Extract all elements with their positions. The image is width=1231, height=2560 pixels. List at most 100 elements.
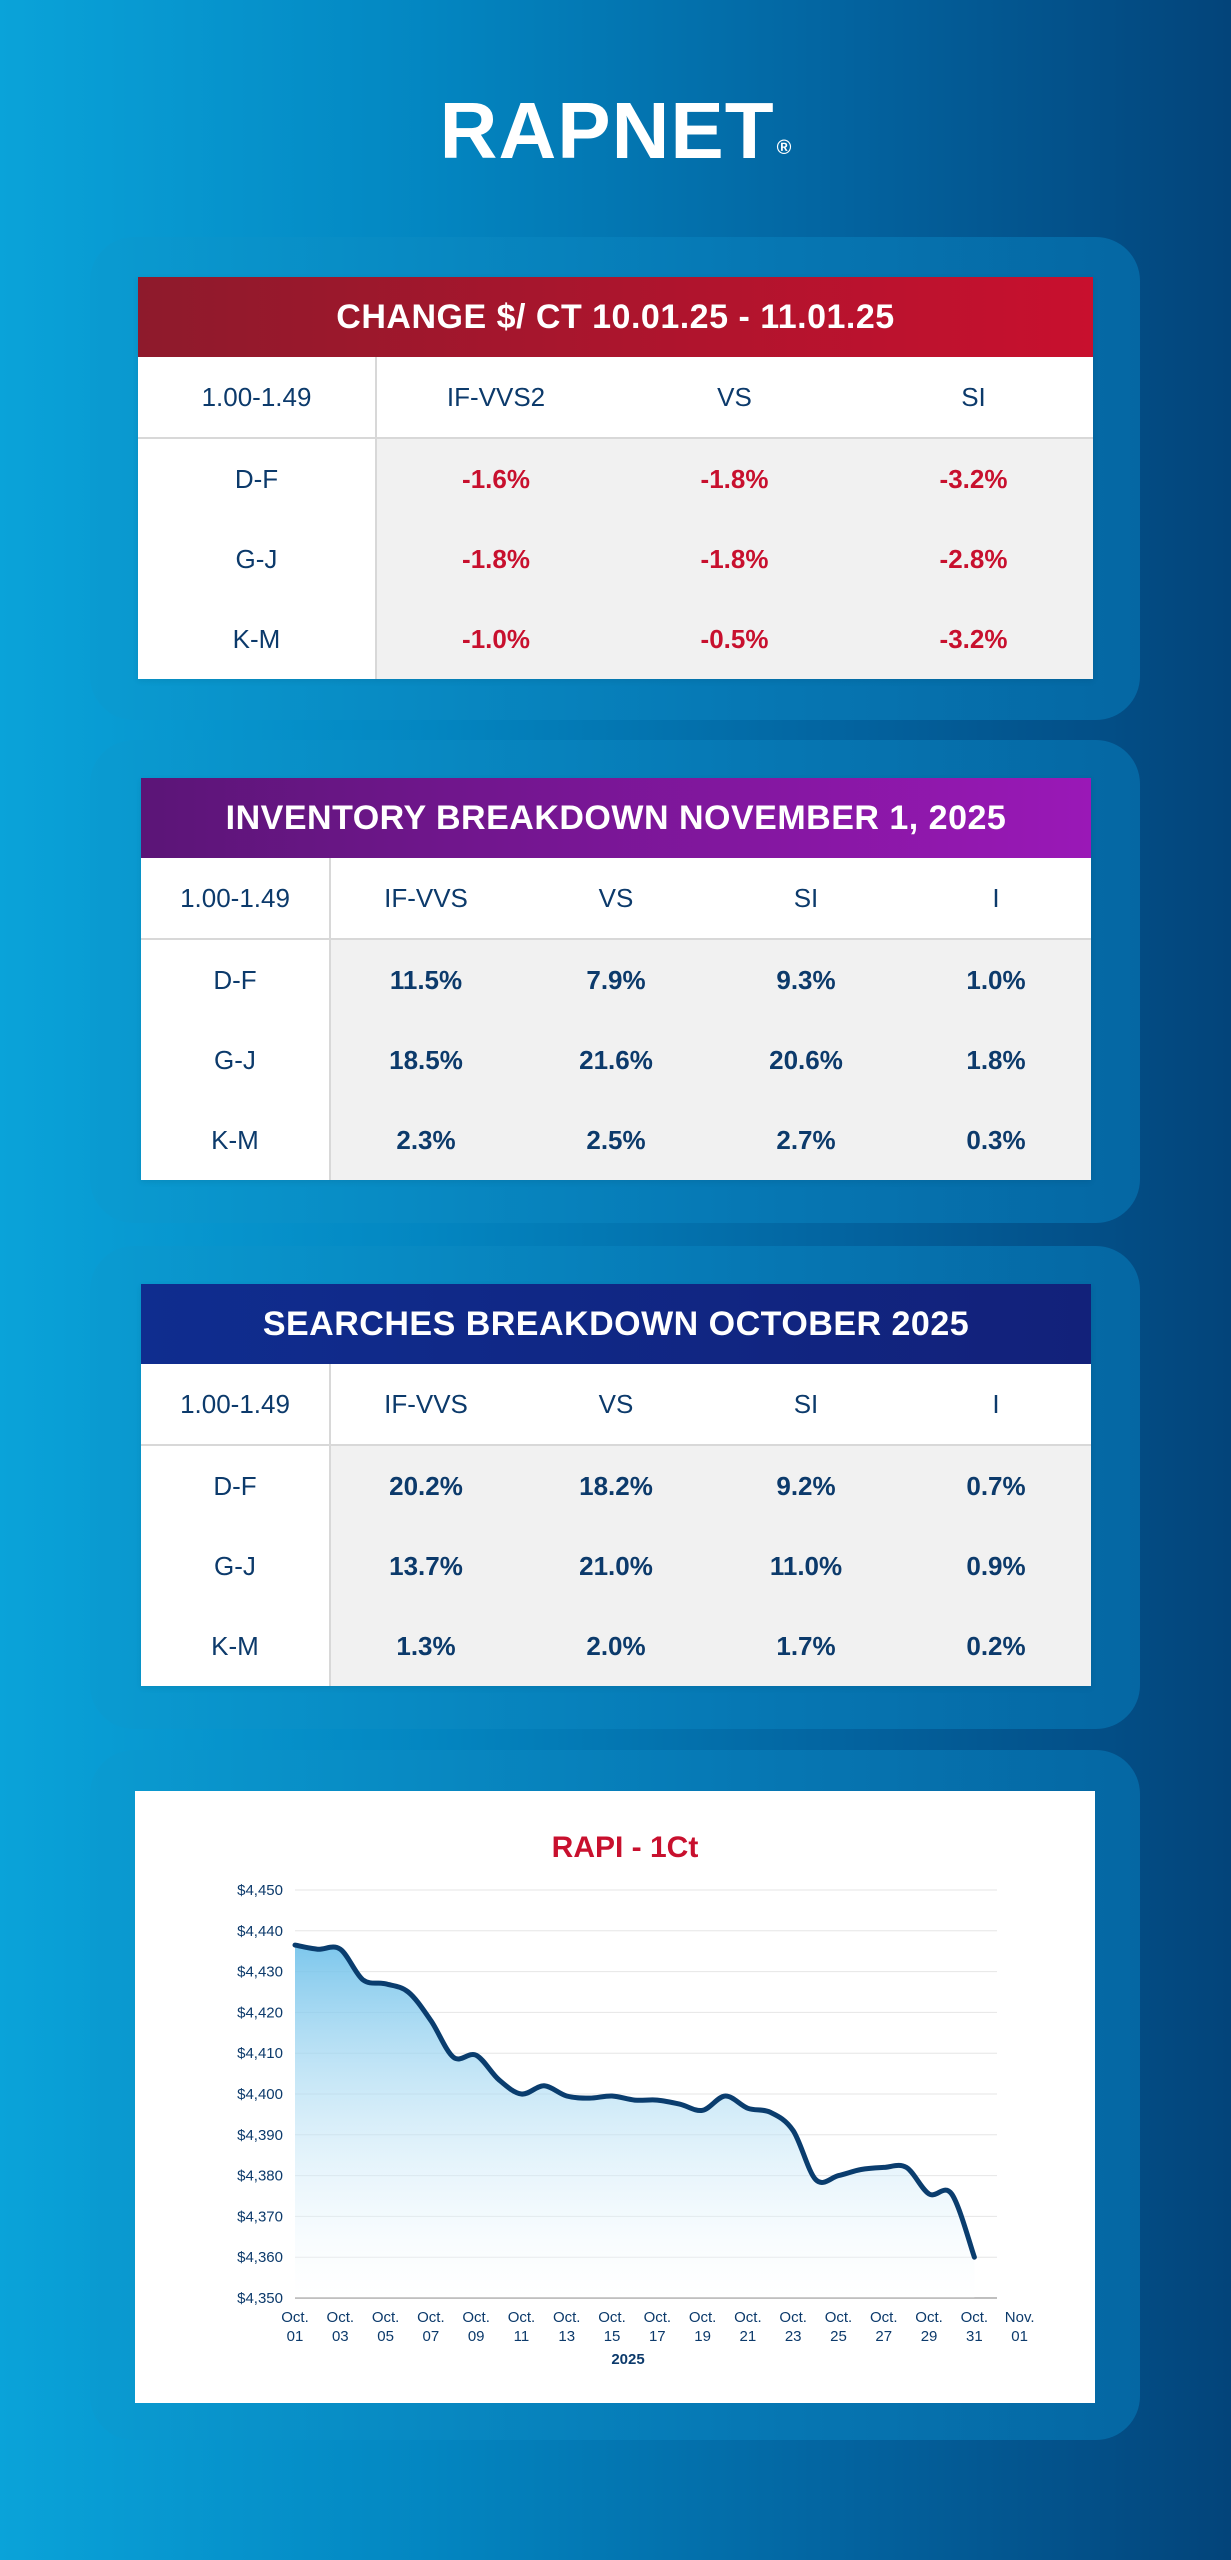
y-tick-label: $4,400 (237, 2086, 283, 2103)
svg-text:19: 19 (694, 2328, 711, 2345)
x-tick-label: Oct. 01 (281, 2309, 309, 2345)
table-cell: -1.8% (615, 439, 854, 519)
table-cell: 1.0% (901, 940, 1091, 1020)
change-table: CHANGE $/ CT 10.01.25 - 11.01.25 1.00-1.… (138, 277, 1093, 679)
svg-text:Oct.: Oct. (644, 2309, 672, 2326)
table-cell: 2.7% (711, 1100, 901, 1180)
series-line (292, 1942, 977, 2260)
svg-text:Oct.: Oct. (734, 2309, 762, 2326)
column-header: I (901, 858, 1091, 940)
y-tick-label: $4,450 (237, 1882, 283, 1899)
inventory-table-header: 1.00-1.49 IF-VVS VS SI I (141, 858, 1091, 940)
column-header: SI (711, 1364, 901, 1446)
x-axis-label: 2025 (611, 2351, 644, 2368)
svg-text:Oct.: Oct. (281, 2309, 309, 2326)
x-tick-label: Oct. 29 (915, 2309, 943, 2345)
svg-text:Oct.: Oct. (825, 2309, 853, 2326)
table-cell: -3.2% (854, 599, 1093, 679)
svg-text:Oct.: Oct. (870, 2309, 898, 2326)
column-header: SI (854, 357, 1093, 439)
y-tick-label: $4,380 (237, 2168, 283, 2185)
searches-table: SEARCHES BREAKDOWN OCTOBER 2025 1.00-1.4… (141, 1284, 1091, 1686)
table-cell: 7.9% (521, 940, 711, 1020)
y-axis-ticks: $4,450 $4,440 $4,430 $4,420 $4,410 $4,400 $4,3… (237, 1882, 283, 2307)
table-cell: 11.0% (711, 1526, 901, 1606)
column-header: VS (521, 858, 711, 940)
row-label: G-J (141, 1020, 331, 1100)
table-cell: -1.8% (377, 519, 615, 599)
row-label: G-J (138, 519, 377, 599)
x-axis-ticks: Oct.01Oct.03Oct.05Oct.07Oct.09Oct.11Oct.… (281, 2309, 1034, 2345)
inventory-table-title: INVENTORY BREAKDOWN NOVEMBER 1, 2025 (141, 778, 1091, 858)
y-tick-label: $4,430 (237, 1964, 283, 1981)
size-label: 1.00-1.49 (141, 858, 331, 940)
column-header: IF-VVS (331, 1364, 521, 1446)
table-cell: 18.5% (331, 1020, 521, 1100)
table-row: D-F 11.5% 7.9% 9.3% 1.0% (141, 940, 1091, 1020)
series-area (295, 1945, 975, 2298)
row-label: K-M (141, 1606, 331, 1686)
svg-text:13: 13 (558, 2328, 575, 2345)
table-cell: 2.0% (521, 1606, 711, 1686)
table-cell: 21.6% (521, 1020, 711, 1100)
row-label: D-F (138, 439, 377, 519)
y-tick-label: $4,410 (237, 2045, 283, 2062)
table-cell: 1.8% (901, 1020, 1091, 1100)
table-row: G-J -1.8% -1.8% -2.8% (138, 519, 1093, 599)
size-label: 1.00-1.49 (138, 357, 377, 439)
svg-text:Oct.: Oct. (417, 2309, 445, 2326)
column-header: IF-VVS2 (377, 357, 615, 439)
y-tick-label: $4,440 (237, 1923, 283, 1940)
svg-text:29: 29 (921, 2328, 938, 2345)
svg-text:23: 23 (785, 2328, 802, 2345)
table-cell: 9.3% (711, 940, 901, 1020)
svg-text:17: 17 (649, 2328, 666, 2345)
x-tick-label: Oct. 05 (372, 2309, 400, 2345)
svg-text:25: 25 (830, 2328, 847, 2345)
x-tick-label: Oct. 11 (508, 2309, 536, 2345)
row-label: G-J (141, 1526, 331, 1606)
size-label: 1.00-1.49 (141, 1364, 331, 1446)
svg-text:Oct.: Oct. (689, 2309, 717, 2326)
table-cell: 0.7% (901, 1446, 1091, 1526)
x-tick-label: Oct. 19 (689, 2309, 717, 2345)
svg-text:09: 09 (468, 2328, 485, 2345)
y-tick-label: $4,370 (237, 2208, 283, 2225)
svg-text:Oct.: Oct. (508, 2309, 536, 2326)
rapnet-logo: RAPNET ® (0, 88, 1231, 195)
table-cell: 20.2% (331, 1446, 521, 1526)
x-tick-label: Oct. 17 (644, 2309, 672, 2345)
registered-mark: ® (776, 137, 792, 159)
rapi-chart-svg: RAPI - 1Ct $4,450 $4,440 $4,430 $4,420 $4,41… (237, 1831, 1034, 2368)
y-tick-label: $4,350 (237, 2290, 283, 2307)
svg-text:Oct.: Oct. (462, 2309, 490, 2326)
x-tick-label: Oct. 21 (734, 2309, 762, 2345)
y-tick-label: $4,360 (237, 2249, 283, 2266)
table-cell: -1.8% (615, 519, 854, 599)
svg-text:21: 21 (740, 2328, 757, 2345)
table-row: G-J 13.7% 21.0% 11.0% 0.9% (141, 1526, 1091, 1606)
table-row: D-F -1.6% -1.8% -3.2% (138, 439, 1093, 519)
change-table-title: CHANGE $/ CT 10.01.25 - 11.01.25 (138, 277, 1093, 357)
column-header: IF-VVS (331, 858, 521, 940)
x-tick-label: Nov. 01 (1005, 2309, 1035, 2345)
svg-text:01: 01 (1011, 2328, 1028, 2345)
table-cell: 0.9% (901, 1526, 1091, 1606)
rapi-chart: RAPI - 1Ct $4,450 $4,440 $4,430 $4,420 $4,41… (135, 1791, 1095, 2403)
x-tick-label: Oct. 09 (462, 2309, 490, 2345)
table-cell: 18.2% (521, 1446, 711, 1526)
svg-text:Nov.: Nov. (1005, 2309, 1035, 2326)
row-label: K-M (141, 1100, 331, 1180)
x-tick-label: Oct. 23 (779, 2309, 807, 2345)
x-tick-label: Oct. 13 (553, 2309, 581, 2345)
table-row: D-F 20.2% 18.2% 9.2% 0.7% (141, 1446, 1091, 1526)
change-table-header: 1.00-1.49 IF-VVS2 VS SI (138, 357, 1093, 439)
table-cell: 21.0% (521, 1526, 711, 1606)
column-header: VS (521, 1364, 711, 1446)
table-cell: 11.5% (331, 940, 521, 1020)
table-cell: 20.6% (711, 1020, 901, 1100)
svg-text:01: 01 (287, 2328, 304, 2345)
table-cell: -2.8% (854, 519, 1093, 599)
table-cell: 1.3% (331, 1606, 521, 1686)
table-cell: 1.7% (711, 1606, 901, 1686)
